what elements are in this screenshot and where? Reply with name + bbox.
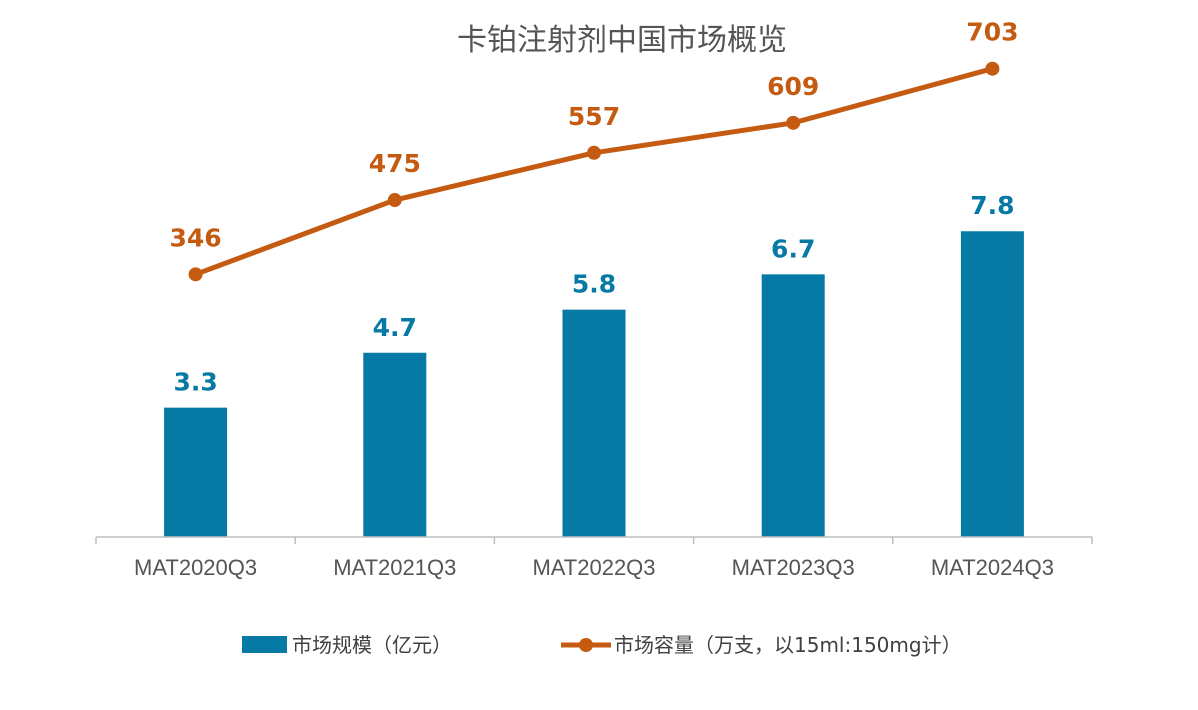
bar-mat2021q3 (363, 352, 427, 537)
legend-bar-label: 市场规模（亿元） (292, 633, 452, 657)
x-tick-label: MAT2020Q3 (134, 555, 257, 580)
bar-mat2020q3 (164, 407, 228, 537)
bar-data-label: 4.7 (373, 313, 417, 342)
legend-bar-swatch (242, 636, 287, 653)
bar-data-label: 7.8 (970, 191, 1014, 220)
line-point-mat2022q3 (587, 145, 601, 160)
line-point-mat2020q3 (188, 267, 203, 282)
x-tick-label: MAT2024Q3 (931, 555, 1054, 580)
labels-layer: 3.3 4.7 5.8 6.7 7.8 346 475 557 609 703 (170, 18, 1019, 397)
line-data-label: 703 (966, 18, 1018, 47)
chart-title: 卡铂注射剂中国市场概览 (457, 23, 787, 58)
line-data-label: 557 (568, 102, 620, 131)
bar-mat2022q3 (562, 309, 626, 537)
line-series-market-volume (193, 66, 995, 277)
x-tick-label: MAT2021Q3 (333, 555, 456, 580)
x-tick-label: MAT2023Q3 (732, 555, 855, 580)
bar-data-label: 6.7 (771, 234, 815, 263)
legend: 市场规模（亿元） 市场容量（万支，以15ml:150mg计） (242, 633, 962, 657)
line-point-mat2021q3 (387, 193, 402, 208)
line-point-mat2024q3 (985, 61, 1000, 76)
line-data-label: 346 (170, 223, 222, 252)
bar-mat2023q3 (761, 274, 825, 537)
legend-line-marker (579, 638, 593, 652)
line-layer (188, 61, 1000, 282)
x-tick-label: MAT2022Q3 (532, 555, 655, 580)
bars-layer (164, 231, 1024, 538)
bar-data-label: 5.8 (572, 270, 616, 299)
line-data-label: 609 (767, 72, 819, 101)
legend-line-label: 市场容量（万支，以15ml:150mg计） (614, 633, 962, 657)
bar-data-label: 3.3 (173, 368, 217, 397)
x-axis: MAT2020Q3 MAT2021Q3 MAT2022Q3 MAT2023Q3 MAT2… (95, 536, 1093, 580)
line-data-label: 475 (369, 149, 421, 178)
bar-mat2024q3 (960, 231, 1024, 538)
line-point-mat2023q3 (786, 115, 801, 130)
